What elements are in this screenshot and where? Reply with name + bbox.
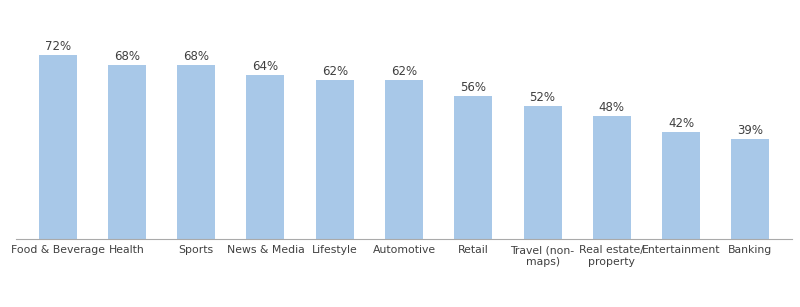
Bar (38, 55, 77, 239)
Bar (731, 139, 770, 239)
Text: 52%: 52% (530, 91, 555, 104)
Text: 56%: 56% (460, 81, 486, 94)
Text: 68%: 68% (114, 50, 140, 63)
Text: 62%: 62% (322, 65, 348, 78)
Bar (662, 132, 700, 239)
Bar (177, 65, 215, 239)
Text: 64%: 64% (252, 60, 278, 73)
Bar (523, 106, 562, 239)
Text: 42%: 42% (668, 117, 694, 130)
Text: 39%: 39% (738, 124, 763, 138)
Bar (593, 116, 631, 239)
Text: 48%: 48% (599, 101, 625, 114)
Text: 68%: 68% (183, 50, 209, 63)
Text: 62%: 62% (391, 65, 417, 78)
Text: 72%: 72% (45, 40, 70, 53)
Bar (246, 75, 285, 239)
Bar (316, 80, 354, 239)
Bar (454, 96, 492, 239)
Bar (385, 80, 423, 239)
Bar (108, 65, 146, 239)
